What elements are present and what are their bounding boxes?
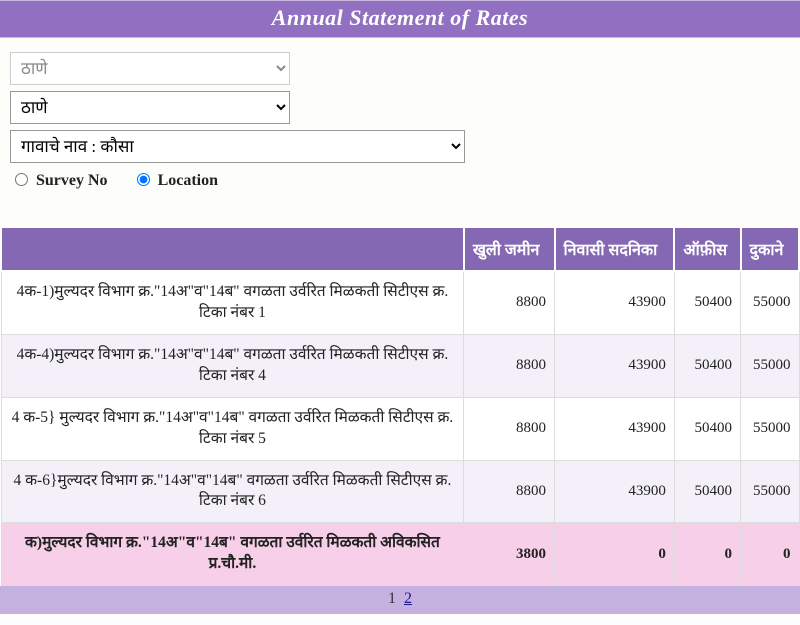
location-radio[interactable] xyxy=(137,173,150,186)
cell-desc: 4क-1)मुल्यदर विभाग क्र."14अ"व"14ब" वगळता… xyxy=(1,271,464,334)
cell-value: 3800 xyxy=(464,523,555,586)
cell-value: 50400 xyxy=(674,334,740,397)
cell-value: 43900 xyxy=(555,271,675,334)
cell-value: 55000 xyxy=(741,334,799,397)
cell-value: 43900 xyxy=(555,334,675,397)
survey-no-radio[interactable] xyxy=(15,173,28,186)
page-title: Annual Statement of Rates xyxy=(272,5,528,30)
table-row: 4 क-6}मुल्यदर विभाग क्र."14अ"व"14ब" वगळत… xyxy=(1,460,799,523)
taluka-select[interactable]: ठाणे xyxy=(10,91,290,124)
cell-value: 8800 xyxy=(464,334,555,397)
cell-value: 55000 xyxy=(741,271,799,334)
cell-value: 8800 xyxy=(464,271,555,334)
cell-value: 43900 xyxy=(555,460,675,523)
location-text: Location xyxy=(158,172,218,189)
col-office: ऑफ़ीस xyxy=(674,228,740,271)
table-body: 4क-1)मुल्यदर विभाग क्र."14अ"व"14ब" वगळता… xyxy=(1,271,799,586)
cell-value: 0 xyxy=(741,523,799,586)
page-next-link[interactable]: 2 xyxy=(404,590,412,607)
col-desc xyxy=(1,228,464,271)
rates-table: खुली जमीन निवासी सदनिका ऑफ़ीस दुकाने 4क-… xyxy=(0,228,800,586)
village-select[interactable]: गावाचे नाव : कौसा xyxy=(10,130,465,163)
col-shop: दुकाने xyxy=(741,228,799,271)
cell-value: 0 xyxy=(555,523,675,586)
table-row: 4 क-5} मुल्यदर विभाग क्र."14अ"व"14ब" वगळ… xyxy=(1,397,799,460)
page-current: 1 xyxy=(388,590,396,607)
survey-no-label[interactable]: Survey No xyxy=(10,172,112,189)
table-row: 4क-1)मुल्यदर विभाग क्र."14अ"व"14ब" वगळता… xyxy=(1,271,799,334)
cell-desc: 4 क-5} मुल्यदर विभाग क्र."14अ"व"14ब" वगळ… xyxy=(1,397,464,460)
col-resi: निवासी सदनिका xyxy=(555,228,675,271)
search-mode-radios: Survey No Location xyxy=(10,169,790,190)
cell-value: 8800 xyxy=(464,460,555,523)
cell-value: 8800 xyxy=(464,397,555,460)
district-select[interactable]: ठाणे xyxy=(10,52,290,85)
table-row: क)मुल्यदर विभाग क्र."14अ"व"14ब" वगळता उर… xyxy=(1,523,799,586)
survey-no-text: Survey No xyxy=(36,172,108,189)
spacer xyxy=(0,200,800,228)
page-header: Annual Statement of Rates xyxy=(0,0,800,38)
cell-value: 0 xyxy=(674,523,740,586)
cell-desc: 4क-4)मुल्यदर विभाग क्र."14अ"व"14ब" वगळता… xyxy=(1,334,464,397)
cell-desc: 4 क-6}मुल्यदर विभाग क्र."14अ"व"14ब" वगळत… xyxy=(1,460,464,523)
cell-desc: क)मुल्यदर विभाग क्र."14अ"व"14ब" वगळता उर… xyxy=(1,523,464,586)
col-open: खुली जमीन xyxy=(464,228,555,271)
cell-value: 55000 xyxy=(741,397,799,460)
cell-value: 55000 xyxy=(741,460,799,523)
cell-value: 43900 xyxy=(555,397,675,460)
location-label[interactable]: Location xyxy=(132,172,218,189)
filter-form: ठाणे ठाणे गावाचे नाव : कौसा Survey No Lo… xyxy=(0,38,800,200)
table-header: खुली जमीन निवासी सदनिका ऑफ़ीस दुकाने xyxy=(1,228,799,271)
cell-value: 50400 xyxy=(674,271,740,334)
cell-value: 50400 xyxy=(674,397,740,460)
cell-value: 50400 xyxy=(674,460,740,523)
table-row: 4क-4)मुल्यदर विभाग क्र."14अ"व"14ब" वगळता… xyxy=(1,334,799,397)
pagination: 1 2 xyxy=(0,586,800,614)
